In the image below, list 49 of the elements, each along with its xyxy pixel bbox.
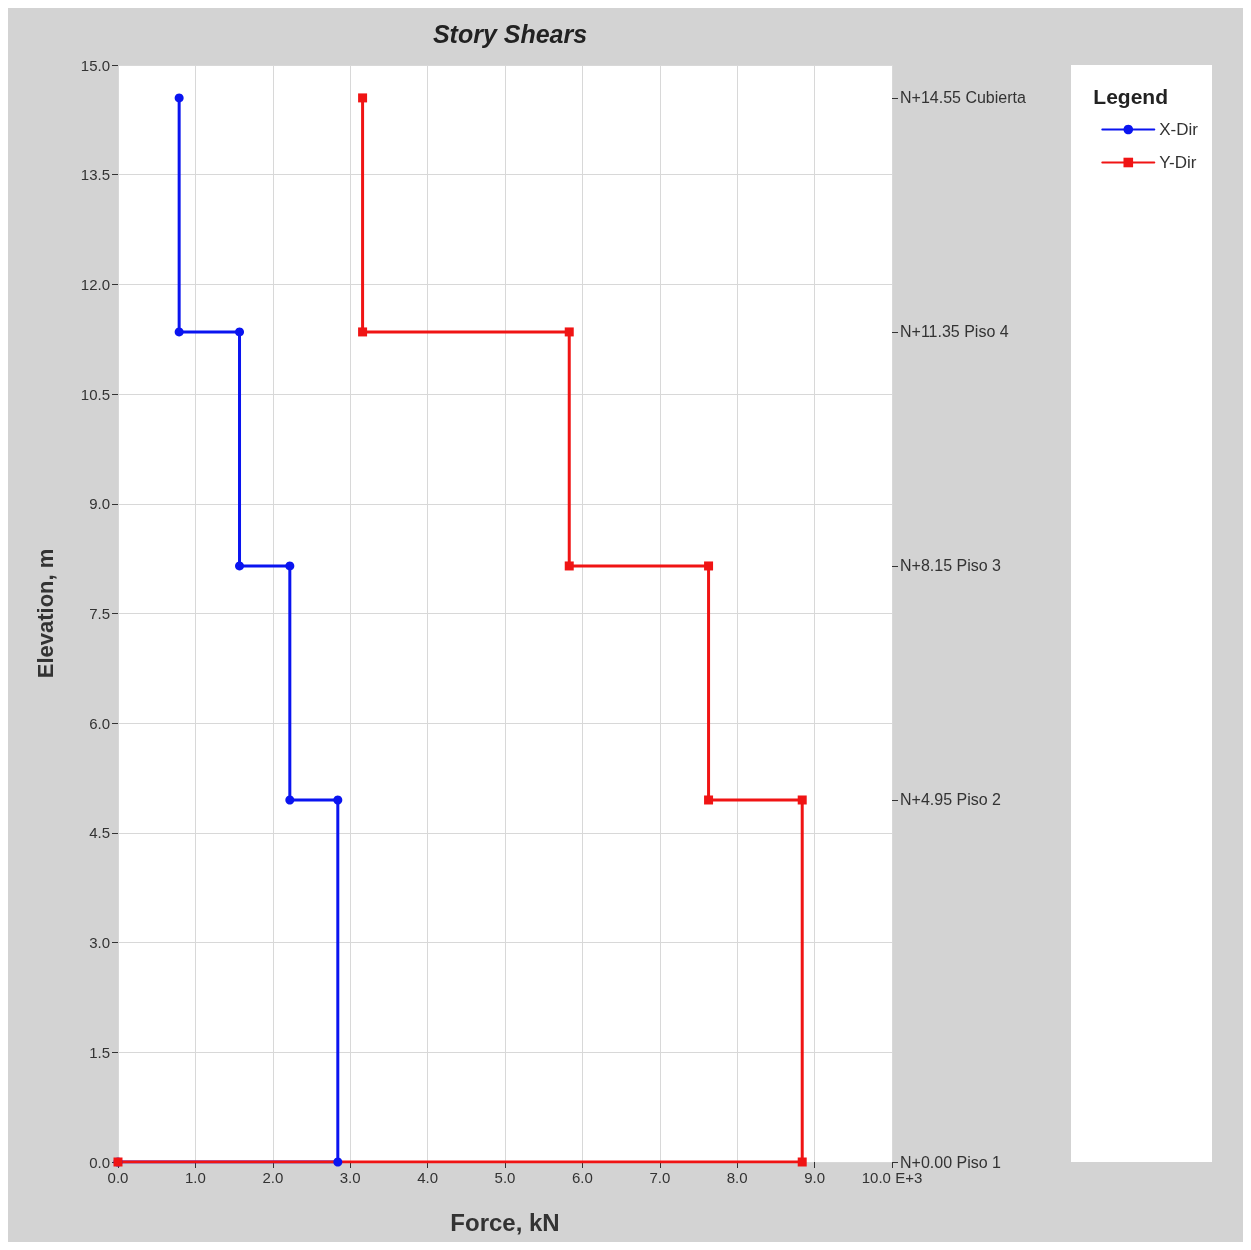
point — [333, 795, 343, 805]
x-tick-label: 5.0 — [494, 1169, 516, 1186]
text: N+8.15 Piso 3 — [900, 557, 1002, 575]
point — [797, 1157, 807, 1167]
point — [564, 561, 574, 571]
legend-title: Legend — [1093, 85, 1168, 108]
x-tick-label: 4.0 — [417, 1169, 439, 1186]
y-tick-label: 10.5 — [80, 385, 110, 403]
text: N+4.95 Piso 2 — [900, 791, 1002, 809]
x-tick-label: 6.0 — [571, 1169, 593, 1186]
legend-label: Y-Dir — [1159, 153, 1197, 172]
y-tick-label: 7.5 — [89, 605, 110, 622]
point — [235, 327, 245, 337]
text: N+11.35 Piso 4 — [900, 323, 1009, 341]
point — [235, 561, 245, 571]
x-tick-label: 2.0 — [262, 1169, 284, 1186]
y-tick-label: 12.0 — [80, 275, 110, 293]
y-tick-label: 6.0 — [89, 714, 110, 732]
legend-label: X-Dir — [1159, 120, 1199, 139]
point — [704, 561, 714, 571]
x-axis-title: Force, kN — [450, 1208, 560, 1236]
text: N+0.00 Piso 1 — [900, 1153, 1002, 1171]
y-axis-title: Elevation, m — [32, 548, 58, 679]
point — [174, 327, 184, 337]
point — [285, 795, 295, 805]
y-tick-label: 1.5 — [89, 1043, 110, 1061]
point — [704, 795, 714, 805]
y-tick-label: 15.0 — [80, 56, 110, 74]
x-tick-label: 9.0 — [804, 1169, 826, 1186]
point — [285, 561, 295, 571]
y-tick-label: 13.5 — [80, 166, 110, 184]
x-tick-label: 1.0 — [184, 1169, 206, 1186]
y-tick-label: 3.0 — [89, 934, 110, 952]
x-tick-label: 3.0 — [339, 1169, 361, 1186]
point — [174, 93, 184, 103]
y-tick-label: 4.5 — [89, 824, 110, 842]
text: N+14.55 Cubierta — [900, 89, 1026, 107]
y-tick-label: 0.0 — [89, 1153, 110, 1171]
x-tick-label: 0.0 — [107, 1169, 129, 1186]
x-tick-label: 7.0 — [649, 1169, 671, 1186]
point — [358, 93, 368, 103]
x-tick-label: 10.0 E+3 — [861, 1169, 923, 1186]
point — [358, 327, 368, 337]
point — [797, 795, 807, 805]
point — [333, 1157, 343, 1167]
point — [564, 327, 574, 337]
x-tick-label: 8.0 — [726, 1169, 748, 1186]
chart-title: Story Shears — [432, 19, 588, 48]
y-tick-label: 9.0 — [89, 495, 110, 513]
